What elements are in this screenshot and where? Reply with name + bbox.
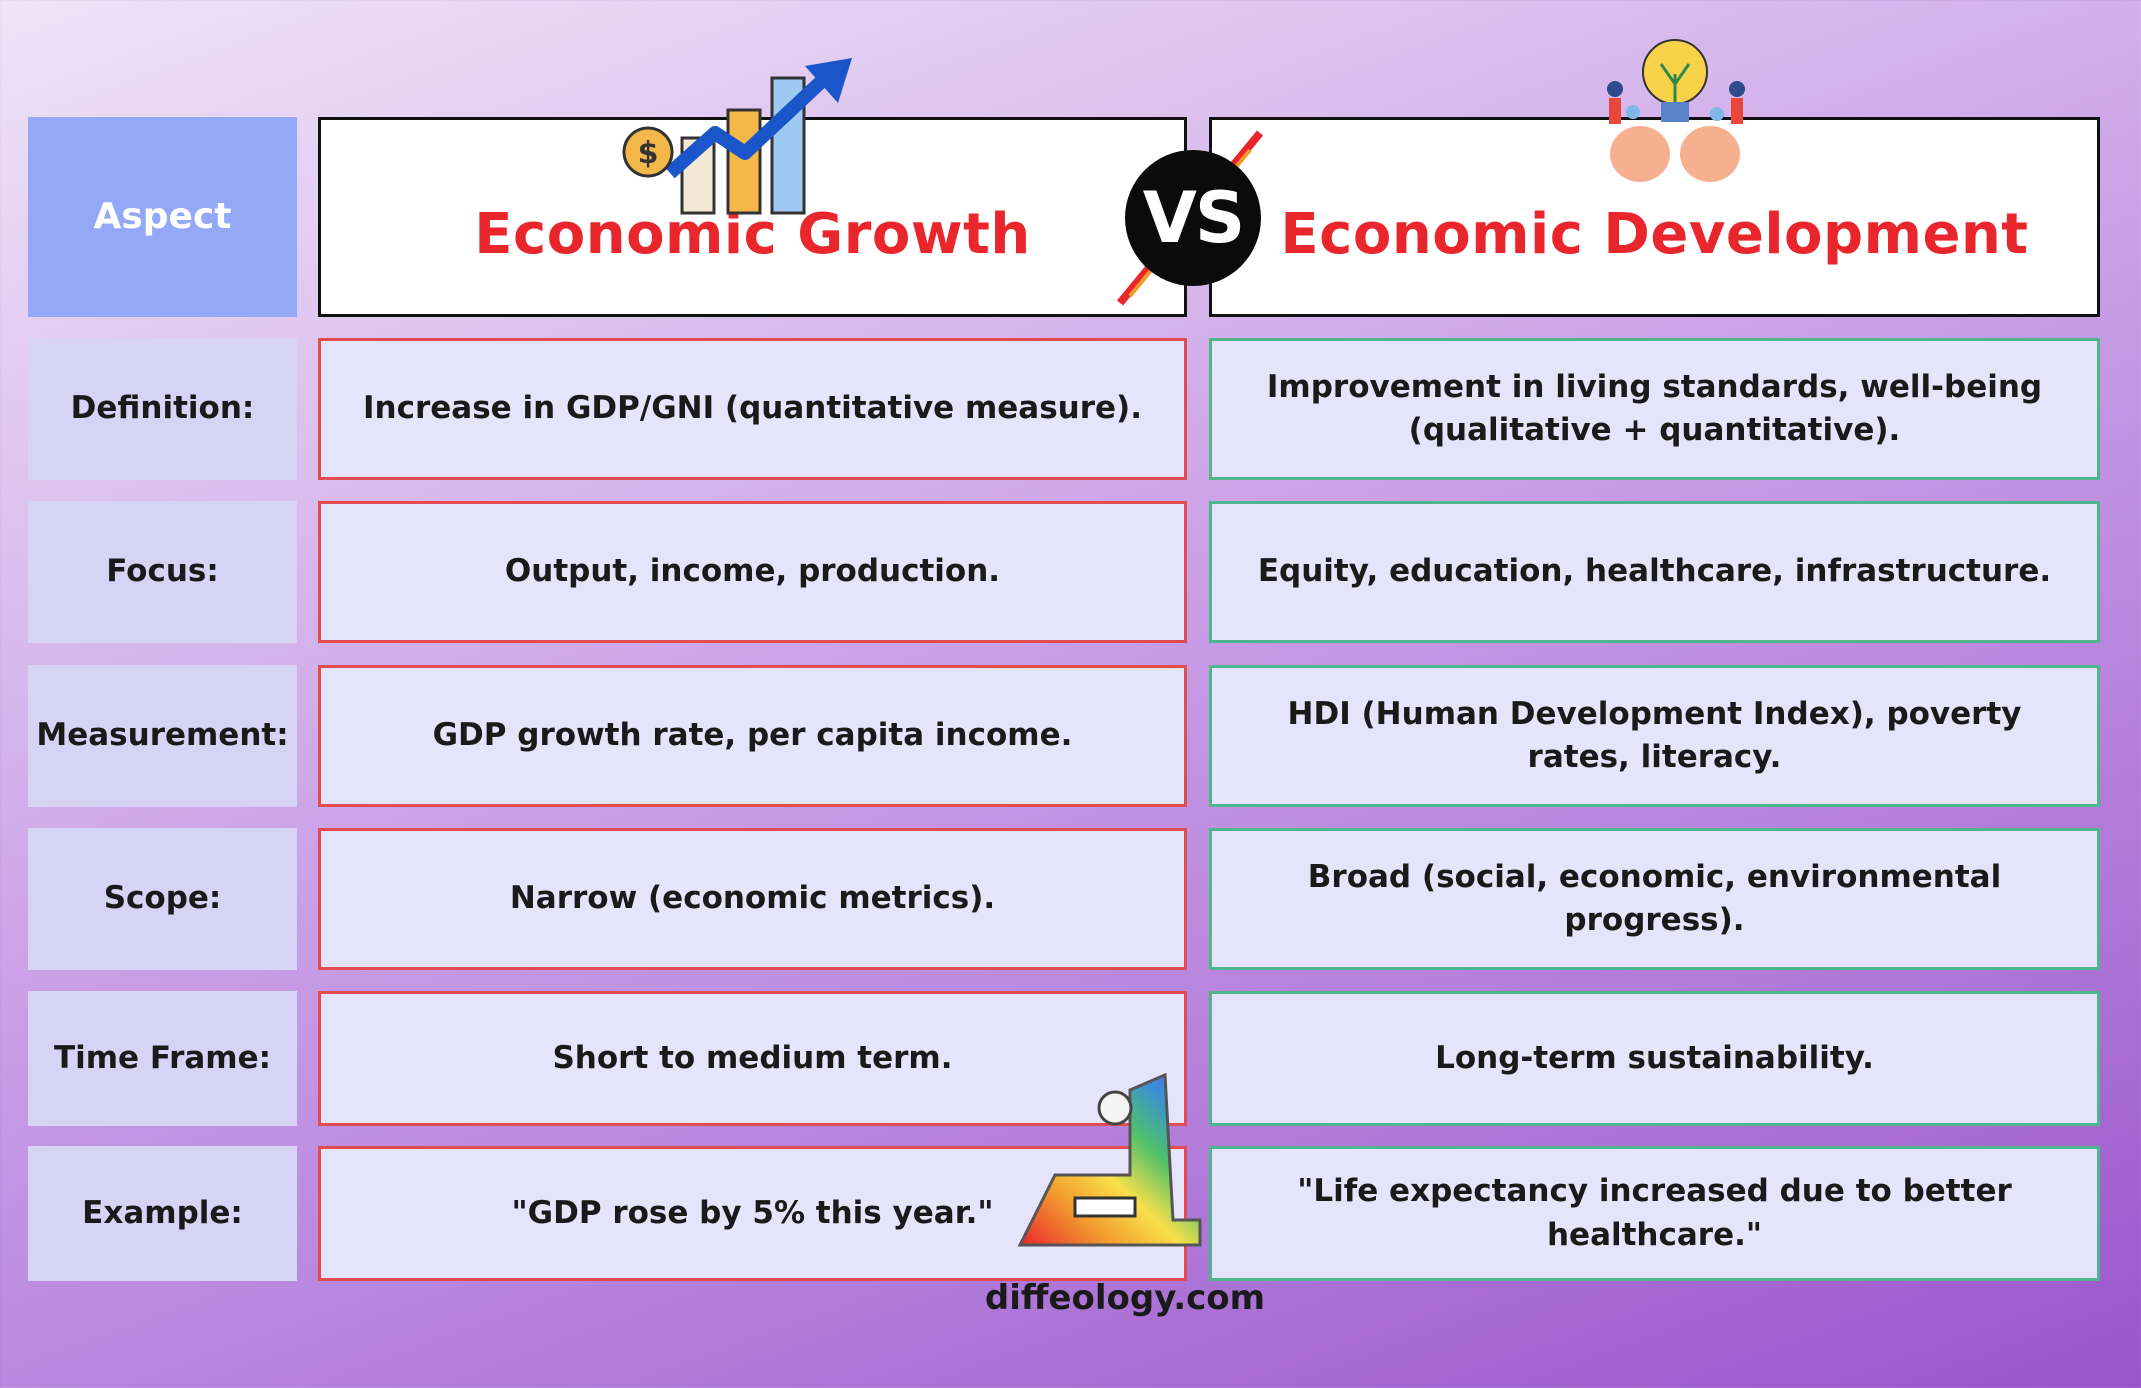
growth-scope: Narrow (economic metrics). [318,828,1187,970]
aspect-example: Example: [28,1146,297,1281]
development-focus: Equity, education, healthcare, infrastru… [1209,501,2100,643]
aspect-definition: Definition: [28,338,297,480]
aspect-measurement: Measurement: [28,665,297,807]
development-measurement: HDI (Human Development Index), poverty r… [1209,665,2100,807]
aspect-header: Aspect [28,117,297,317]
svg-text:$: $ [638,136,659,171]
aspect-time-frame: Time Frame: [28,991,297,1126]
lightbulb-teamwork-icon [1607,39,1745,182]
growth-measurement: GDP growth rate, per capita income. [318,665,1187,807]
development-title: Economic Development [1280,202,2029,267]
growth-definition: Increase in GDP/GNI (quantitative measur… [318,338,1187,480]
diffeology-logo-icon [1017,1072,1202,1247]
vs-badge: VS [1125,150,1261,286]
development-definition: Improvement in living standards, well-be… [1209,338,2100,480]
development-scope: Broad (social, economic, environmental p… [1209,828,2100,970]
footer-site: diffeology.com [984,1278,1266,1318]
aspect-focus: Focus: [28,501,297,643]
growth-time-frame: Short to medium term. [318,991,1187,1126]
growth-chart-icon: $ [622,58,852,215]
development-example: "Life expectancy increased due to better… [1209,1146,2100,1281]
growth-focus: Output, income, production. [318,501,1187,643]
development-time-frame: Long-term sustainability. [1209,991,2100,1126]
aspect-scope: Scope: [28,828,297,970]
